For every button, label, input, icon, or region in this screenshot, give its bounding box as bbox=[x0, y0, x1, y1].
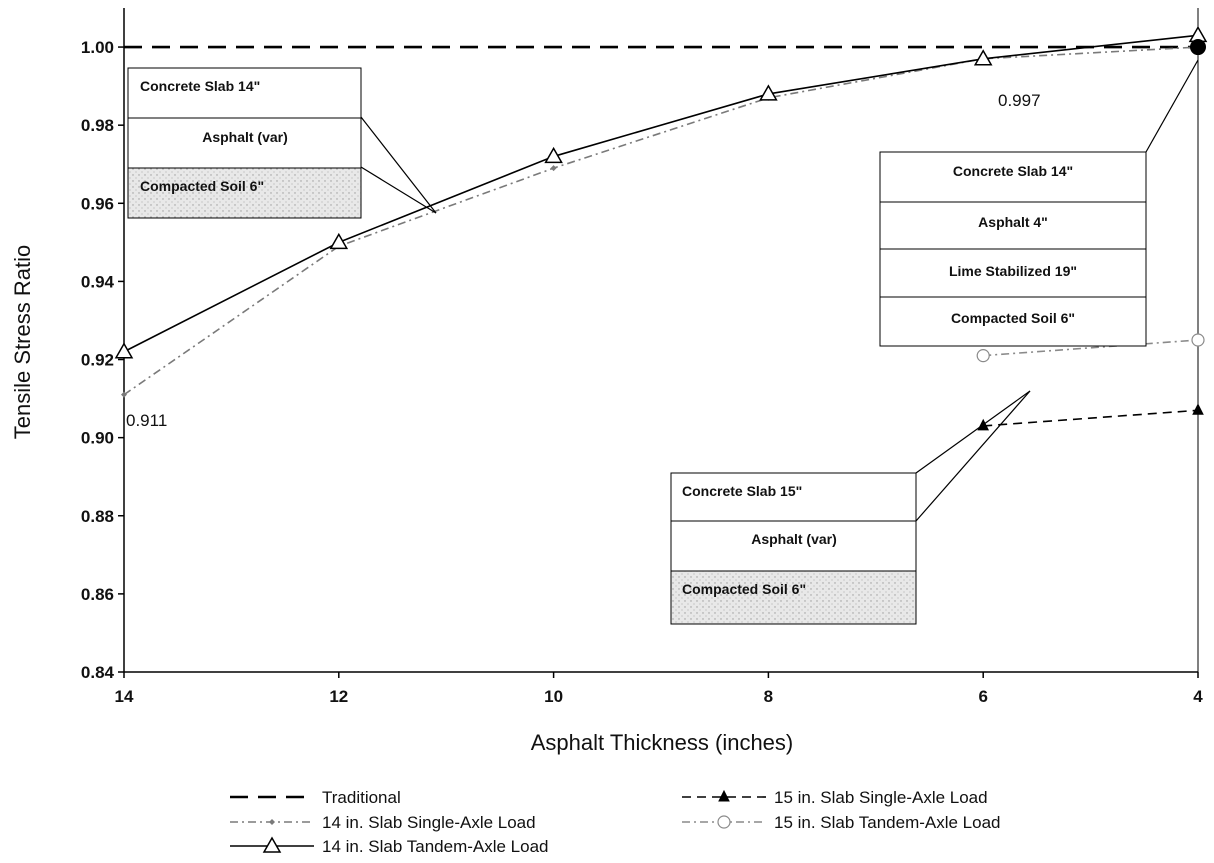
callout-line bbox=[360, 116, 437, 214]
legend-marker bbox=[262, 836, 282, 853]
legend-label: 14 in. Slab Single-Axle Load bbox=[322, 813, 536, 832]
callout-line bbox=[360, 166, 437, 214]
data-point bbox=[121, 391, 127, 398]
x-tick-label: 14 bbox=[115, 687, 134, 706]
layer-asphalt-label: Asphalt (var) bbox=[751, 531, 837, 547]
data-point bbox=[759, 84, 778, 101]
x-tick-label: 12 bbox=[329, 687, 348, 706]
data-point bbox=[544, 146, 563, 164]
y-tick-label: 0.86 bbox=[81, 585, 114, 604]
y-tick-label: 0.96 bbox=[81, 194, 114, 213]
layer-concrete-label: Concrete Slab 14" bbox=[140, 78, 260, 94]
layer-soil-label: Compacted Soil 6" bbox=[682, 581, 806, 597]
annotation-14in-var: Concrete Slab 14" Asphalt (var) Compacte… bbox=[127, 67, 437, 219]
layer-concrete-label: Concrete Slab 15" bbox=[682, 483, 802, 499]
legend-item: Traditional bbox=[230, 788, 401, 807]
data-point bbox=[550, 165, 557, 172]
data-point bbox=[1192, 403, 1204, 415]
y-tick-label: 0.92 bbox=[81, 351, 114, 370]
callout-line bbox=[1145, 59, 1199, 153]
x-tick-label: 4 bbox=[1193, 687, 1203, 706]
series-line bbox=[983, 409, 1199, 427]
legend-label: 15 in. Slab Single-Axle Load bbox=[774, 788, 988, 807]
y-tick-label: 0.84 bbox=[81, 663, 115, 682]
x-axis-title: Asphalt Thickness (inches) bbox=[531, 730, 794, 755]
series-4 bbox=[976, 333, 1205, 363]
y-axis-title: Tensile Stress Ratio bbox=[10, 245, 35, 439]
data-point bbox=[976, 349, 990, 363]
layer-soil bbox=[670, 570, 917, 625]
y-tick-label: 0.90 bbox=[81, 429, 114, 448]
legend-label: 14 in. Slab Tandem-Axle Load bbox=[322, 837, 549, 856]
layer-soil-label: Compacted Soil 6" bbox=[140, 178, 264, 194]
data-point bbox=[1191, 333, 1205, 347]
legend-item: 14 in. Slab Tandem-Axle Load bbox=[230, 836, 549, 856]
legend-item: 15 in. Slab Single-Axle Load bbox=[682, 788, 988, 807]
y-tick-label: 0.88 bbox=[81, 507, 114, 526]
y-ticks: 0.84 0.86 0.88 0.90 0.92 0.94 0.96 0.98 1.00 bbox=[81, 38, 124, 682]
x-tick-label: 10 bbox=[544, 687, 563, 706]
data-label-0997: 0.997 bbox=[998, 91, 1041, 110]
layer-concrete-label: Concrete Slab 14" bbox=[953, 163, 1073, 179]
layer-asphalt-label: Asphalt 4" bbox=[978, 214, 1048, 230]
layer-concrete bbox=[127, 67, 362, 119]
layer-lime-label: Lime Stabilized 19" bbox=[949, 263, 1077, 279]
layer-asphalt bbox=[670, 520, 917, 572]
series-2 bbox=[114, 25, 1208, 359]
y-tick-label: 1.00 bbox=[81, 38, 114, 57]
annotation-14in-lime: Concrete Slab 14" Asphalt 4" Lime Stabil… bbox=[879, 59, 1199, 347]
callout-line bbox=[915, 390, 1031, 522]
y-tick-label: 0.98 bbox=[81, 116, 114, 135]
layer-soil bbox=[127, 167, 362, 219]
layer-soil-label: Compacted Soil 6" bbox=[951, 310, 1075, 326]
layer-asphalt-label: Asphalt (var) bbox=[202, 129, 288, 145]
data-point bbox=[329, 232, 349, 250]
legend-marker bbox=[717, 815, 731, 829]
layer-concrete bbox=[670, 472, 917, 522]
annotation-15in-var: Concrete Slab 15" Asphalt (var) Compacte… bbox=[670, 390, 1031, 625]
layer-concrete bbox=[879, 151, 1147, 203]
legend-item: 15 in. Slab Tandem-Axle Load bbox=[682, 813, 1001, 832]
series-layer bbox=[114, 25, 1208, 431]
x-ticks: 14 12 10 8 6 4 bbox=[115, 672, 1203, 706]
legend-label: Traditional bbox=[322, 788, 401, 807]
x-tick-label: 8 bbox=[764, 687, 773, 706]
layer-lime bbox=[879, 248, 1147, 298]
layer-soil bbox=[879, 296, 1147, 347]
callout-line bbox=[915, 390, 1031, 474]
x-tick-label: 6 bbox=[978, 687, 987, 706]
data-label-0911: 0.911 bbox=[126, 411, 167, 430]
legend: Traditional 14 in. Slab Single-Axle Load 1… bbox=[230, 788, 1001, 856]
series-3 bbox=[977, 403, 1204, 431]
legend-marker bbox=[269, 819, 275, 825]
legend-label: 15 in. Slab Tandem-Axle Load bbox=[774, 813, 1001, 832]
y-tick-label: 0.94 bbox=[81, 272, 115, 291]
series-line bbox=[123, 46, 1199, 396]
legend-marker bbox=[718, 789, 730, 802]
data-point bbox=[114, 342, 134, 359]
data-point bbox=[973, 49, 993, 66]
endpoint-dot bbox=[1190, 39, 1206, 56]
series-line bbox=[123, 34, 1199, 353]
legend-item: 14 in. Slab Single-Axle Load bbox=[230, 813, 536, 832]
layer-asphalt bbox=[127, 117, 362, 169]
